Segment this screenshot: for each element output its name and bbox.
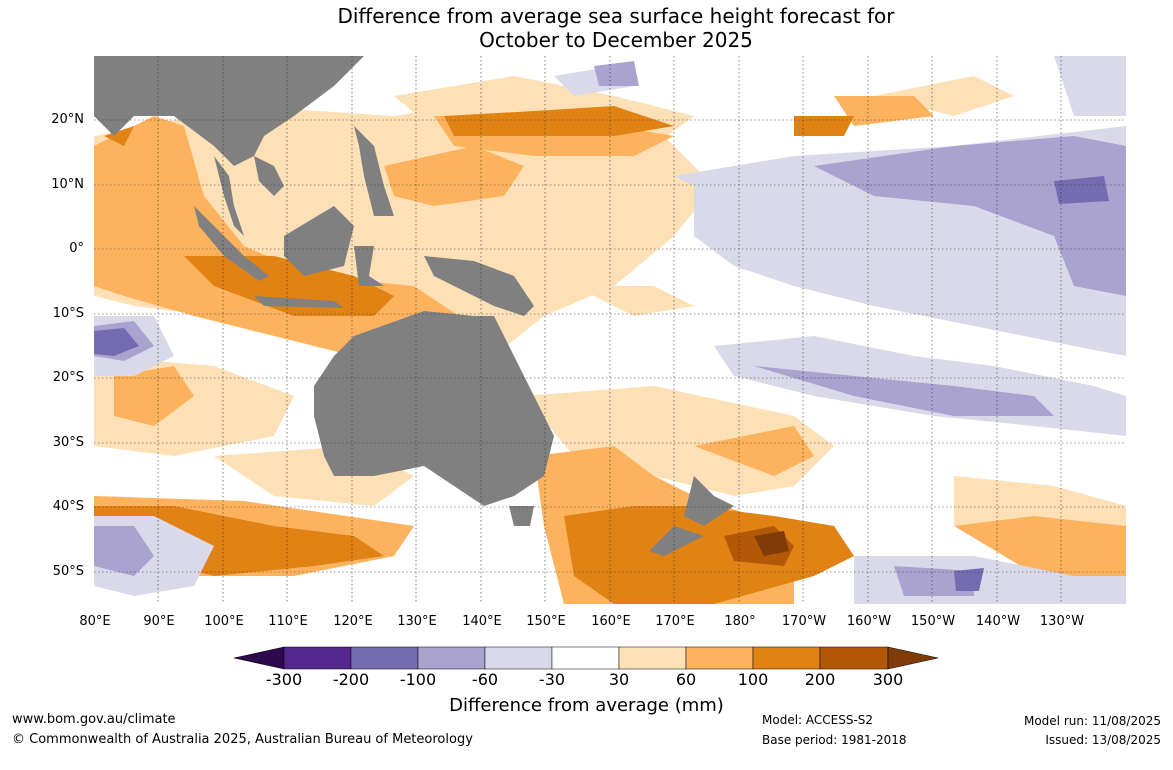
lon-label-140w: 140°W [975,614,1021,629]
colorbar-tick: 30 [608,670,630,689]
footer-url[interactable]: www.bom.gov.au/climate [12,712,176,727]
lat-label-10n: 10°N [51,177,84,192]
title-line-1: Difference from average sea surface heig… [337,4,895,28]
colorbar-tick: 200 [804,670,836,689]
footer-model: Model: ACCESS-S2 [762,713,874,727]
lon-label-160w: 160°W [846,614,892,629]
lon-label-80e: 80°E [79,614,111,629]
colorbar-tick: 100 [737,670,769,689]
lat-label-50s: 50°S [52,564,84,579]
lon-label-150w: 150°W [910,614,956,629]
colorbar [232,645,942,677]
lon-label-170e: 170°E [655,614,695,629]
lat-label-20n: 20°N [51,112,84,127]
lon-label-90e: 90°E [143,614,175,629]
lon-label-120e: 120°E [333,614,373,629]
colorbar-bin-9 [819,646,889,670]
colorbar-tick: -100 [399,670,437,689]
map-panel [94,56,1126,604]
lat-label-20s: 20°S [52,370,84,385]
colorbar-bin-3 [417,646,486,670]
colorbar-tick: -300 [265,670,303,689]
lat-label-40s: 40°S [52,499,84,514]
lon-label-110e: 110°E [268,614,308,629]
colorbar-bin-7 [685,646,754,670]
lon-label-130e: 130°E [397,614,437,629]
lon-label-100e: 100°E [204,614,244,629]
colorbar-bin-8 [752,646,821,670]
lat-label-0: 0° [69,241,84,256]
colorbar-swatches [233,646,939,670]
colorbar-bin-6 [618,646,687,670]
colorbar-bin-1 [283,646,352,670]
lon-label-130w: 130°W [1039,614,1085,629]
lat-label-10s: 10°S [52,306,84,321]
lon-label-170w: 170°W [781,614,827,629]
anomaly-minus60-minus100-regions [94,61,1126,596]
colorbar-bin-2 [350,646,419,670]
chart-title: Difference from average sea surface heig… [0,4,1173,52]
graticule [94,56,1126,604]
anomaly-map [94,56,1126,604]
footer-issued: Issued: 13/08/2025 [1045,733,1161,747]
lon-label-140e: 140°E [462,614,502,629]
colorbar-bin-4 [484,646,553,670]
colorbar-tick: 300 [872,670,904,689]
colorbar-tick: -200 [332,670,370,689]
colorbar-title: Difference from average (mm) [449,695,724,716]
footer-base-period: Base period: 1981-2018 [762,733,907,747]
lon-label-160e: 160°E [591,614,631,629]
colorbar-bin-5 [551,646,620,670]
anomaly-minus100-minus200-regions [94,176,1109,591]
footer-model-run: Model run: 11/08/2025 [1023,714,1161,728]
footer-copyright: © Commonwealth of Australia 2025, Austra… [12,732,473,747]
title-line-2: October to December 2025 [479,28,753,52]
colorbar-arrow-low [233,646,285,670]
colorbar-tick: 60 [675,670,697,689]
land-masses [94,56,734,556]
colorbar-tick: -60 [471,670,499,689]
colorbar-arrow-high [887,646,939,670]
colorbar-tick: -30 [538,670,566,689]
anomaly-above-300-regions [754,531,789,556]
lon-label-180: 180° [724,614,756,629]
lon-label-150e: 150°E [526,614,566,629]
lat-label-30s: 30°S [52,435,84,450]
